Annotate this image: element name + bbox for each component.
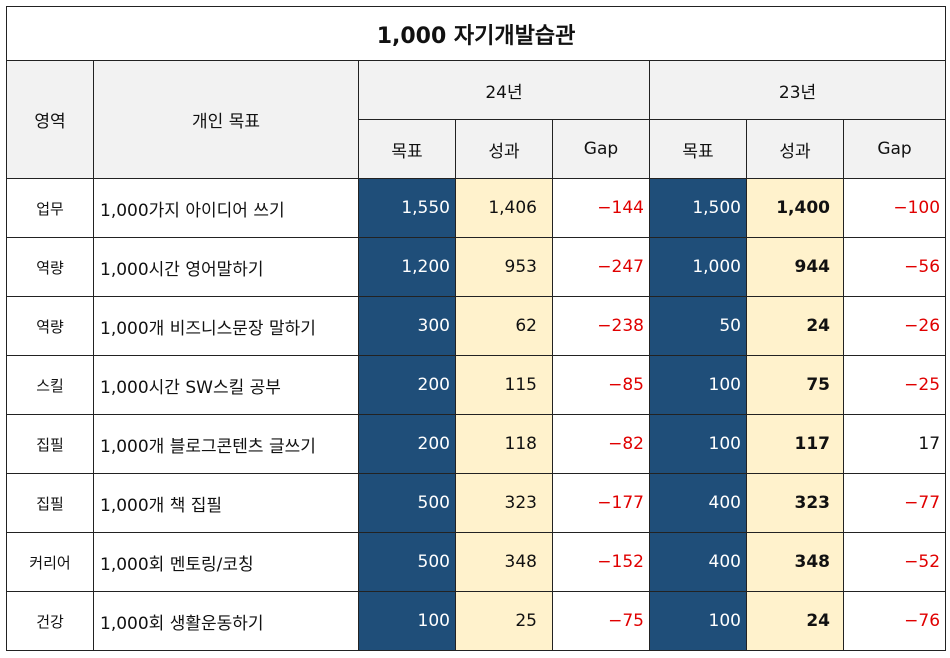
area-cell: 집필 <box>6 414 94 474</box>
target-23-cell: 1,000 <box>649 237 747 297</box>
table-row: 스킬 1,000시간 SW스킬 공부 200 115 −85 100 75 −2… <box>6 355 947 415</box>
header-year-23: 23년 <box>648 60 947 120</box>
gap-24-cell: −238 <box>552 296 650 356</box>
gap-24-cell: −75 <box>552 591 650 651</box>
result-24-cell: 348 <box>455 532 553 592</box>
gap-23-cell: −77 <box>842 473 947 533</box>
target-24-cell: 200 <box>358 355 456 415</box>
goal-cell: 1,000개 비즈니스문장 말하기 <box>93 296 359 356</box>
result-24-cell: 62 <box>455 296 553 356</box>
table-row: 커리어 1,000회 멘토링/코칭 500 348 −152 400 348 −… <box>6 532 947 592</box>
table-row: 집필 1,000개 책 집필 500 323 −177 400 323 −77 <box>6 473 947 533</box>
result-23-cell: 24 <box>746 591 844 651</box>
result-23-cell: 1,400 <box>746 178 844 238</box>
header-24-result: 성과 <box>455 119 553 179</box>
header-area: 영역 <box>6 60 94 179</box>
result-24-cell: 25 <box>455 591 553 651</box>
table-row: 건강 1,000회 생활운동하기 100 25 −75 100 24 −76 <box>6 591 947 651</box>
header-23-target: 목표 <box>649 119 747 179</box>
goal-cell: 1,000개 블로그콘텐츠 글쓰기 <box>93 414 359 474</box>
result-24-cell: 1,406 <box>455 178 553 238</box>
target-23-cell: 1,500 <box>649 178 747 238</box>
header-goal: 개인 목표 <box>93 60 359 179</box>
gap-24-cell: −85 <box>552 355 650 415</box>
area-cell: 집필 <box>6 473 94 533</box>
header-24-gap: Gap <box>552 119 650 179</box>
area-cell: 커리어 <box>6 532 94 592</box>
result-23-cell: 323 <box>746 473 844 533</box>
header-year-24: 24년 <box>358 60 650 120</box>
area-cell: 업무 <box>6 178 94 238</box>
gap-24-cell: −152 <box>552 532 650 592</box>
result-23-cell: 348 <box>746 532 844 592</box>
result-23-cell: 944 <box>746 237 844 297</box>
target-23-cell: 100 <box>649 355 747 415</box>
result-23-cell: 117 <box>746 414 844 474</box>
habit-table: 1,000 자기개발습관 영역 개인 목표 24년 23년 목표 성과 Gap … <box>5 6 947 651</box>
result-24-cell: 118 <box>455 414 553 474</box>
target-24-cell: 1,200 <box>358 237 456 297</box>
target-24-cell: 500 <box>358 473 456 533</box>
target-24-cell: 1,550 <box>358 178 456 238</box>
target-23-cell: 50 <box>649 296 747 356</box>
table-row: 역량 1,000시간 영어말하기 1,200 953 −247 1,000 94… <box>6 237 947 297</box>
table-row: 집필 1,000개 블로그콘텐츠 글쓰기 200 118 −82 100 117… <box>6 414 947 474</box>
result-24-cell: 953 <box>455 237 553 297</box>
goal-cell: 1,000시간 SW스킬 공부 <box>93 355 359 415</box>
gap-23-cell: 17 <box>842 414 947 474</box>
table-row: 업무 1,000가지 아이디어 쓰기 1,550 1,406 −144 1,50… <box>6 178 947 238</box>
area-cell: 스킬 <box>6 355 94 415</box>
header-23-result: 성과 <box>746 119 844 179</box>
target-24-cell: 200 <box>358 414 456 474</box>
gap-23-cell: −76 <box>842 591 947 651</box>
gap-23-cell: −52 <box>842 532 947 592</box>
target-23-cell: 400 <box>649 532 747 592</box>
gap-23-cell: −56 <box>842 237 947 297</box>
gap-23-cell: −25 <box>842 355 947 415</box>
gap-24-cell: −144 <box>552 178 650 238</box>
target-23-cell: 100 <box>649 591 747 651</box>
header-24-target: 목표 <box>358 119 456 179</box>
header-23-gap: Gap <box>842 119 947 179</box>
target-24-cell: 100 <box>358 591 456 651</box>
result-23-cell: 75 <box>746 355 844 415</box>
goal-cell: 1,000회 멘토링/코칭 <box>93 532 359 592</box>
area-cell: 역량 <box>6 237 94 297</box>
result-24-cell: 115 <box>455 355 553 415</box>
goal-cell: 1,000시간 영어말하기 <box>93 237 359 297</box>
result-24-cell: 323 <box>455 473 553 533</box>
table-title: 1,000 자기개발습관 <box>5 6 947 61</box>
result-23-cell: 24 <box>746 296 844 356</box>
area-cell: 역량 <box>6 296 94 356</box>
gap-23-cell: −100 <box>842 178 947 238</box>
area-cell: 건강 <box>6 591 94 651</box>
goal-cell: 1,000회 생활운동하기 <box>93 591 359 651</box>
target-23-cell: 100 <box>649 414 747 474</box>
gap-24-cell: −82 <box>552 414 650 474</box>
target-24-cell: 500 <box>358 532 456 592</box>
target-23-cell: 400 <box>649 473 747 533</box>
target-24-cell: 300 <box>358 296 456 356</box>
goal-cell: 1,000개 책 집필 <box>93 473 359 533</box>
gap-24-cell: −177 <box>552 473 650 533</box>
gap-23-cell: −26 <box>842 296 947 356</box>
table-row: 역량 1,000개 비즈니스문장 말하기 300 62 −238 50 24 −… <box>6 296 947 356</box>
goal-cell: 1,000가지 아이디어 쓰기 <box>93 178 359 238</box>
gap-24-cell: −247 <box>552 237 650 297</box>
